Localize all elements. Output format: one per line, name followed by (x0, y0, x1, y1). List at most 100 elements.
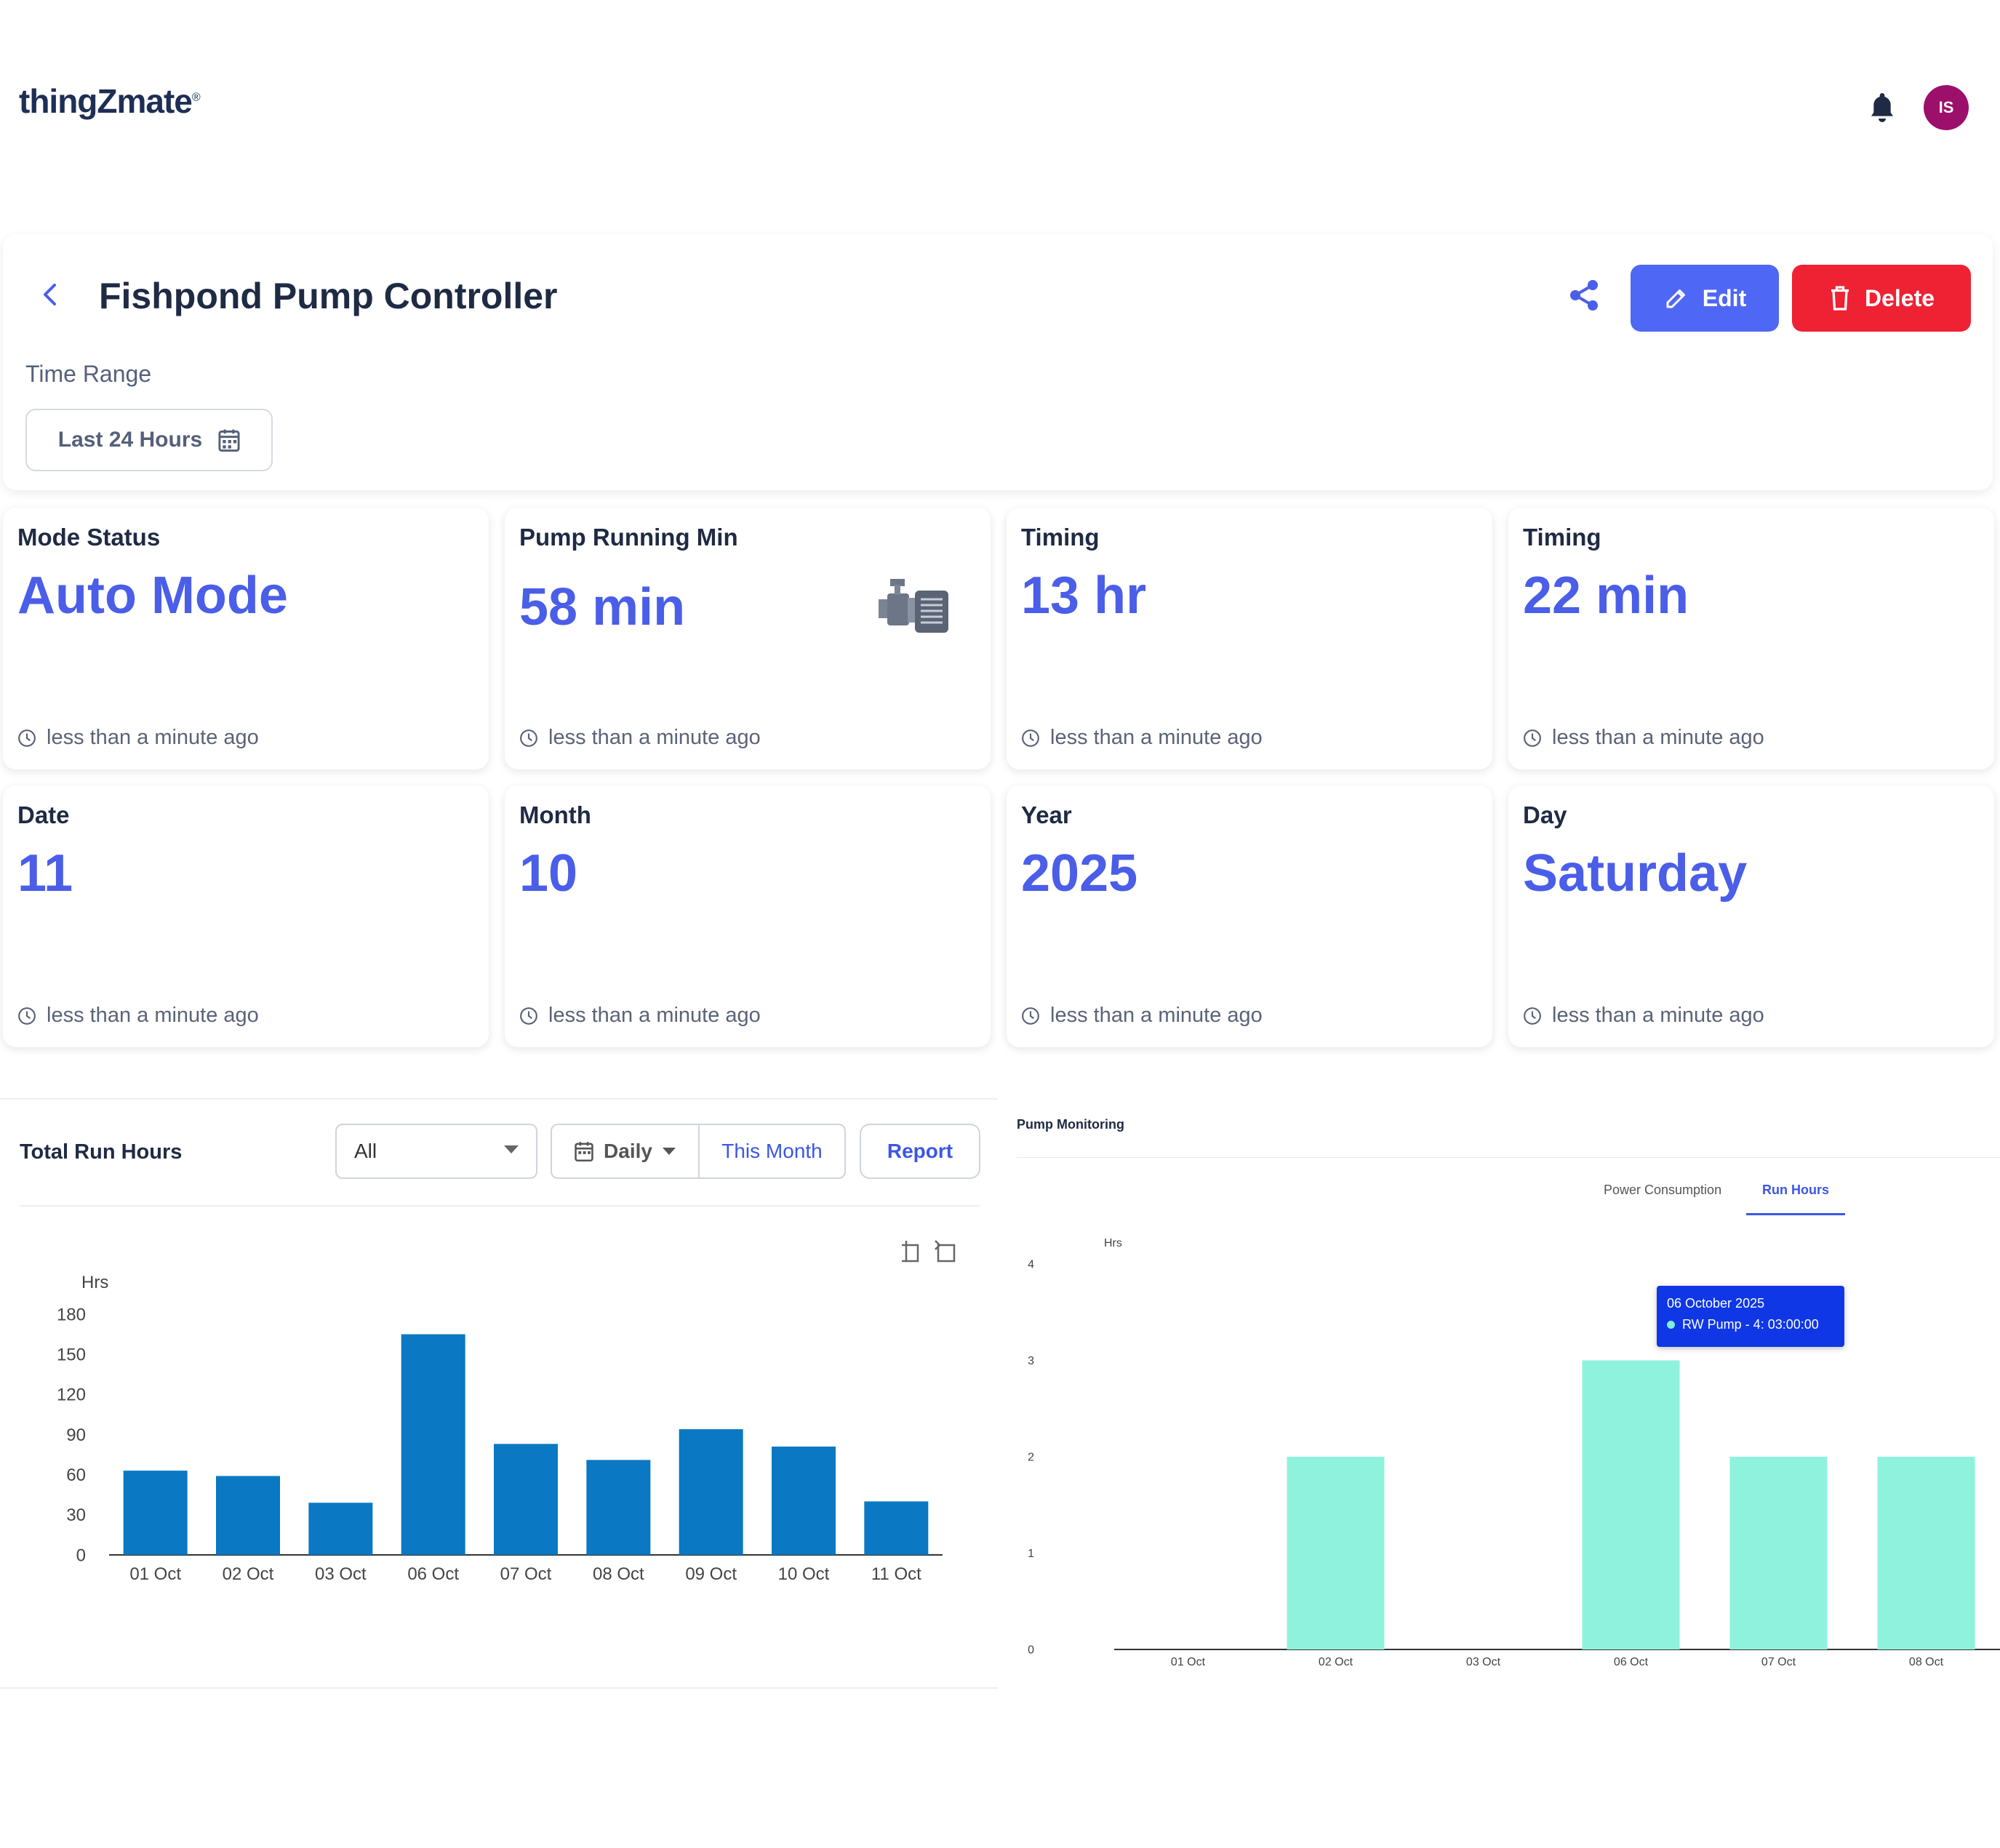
y-tick-label: 0 (76, 1545, 86, 1565)
y-tick-label: 90 (66, 1425, 86, 1445)
card-value: 11 (17, 844, 73, 903)
bar (864, 1501, 929, 1555)
bar (216, 1476, 280, 1555)
timestamp-text: less than a minute ago (548, 726, 761, 749)
widget-card-month[interactable]: Month 10 less than a minute ago (505, 785, 991, 1047)
user-avatar[interactable]: IS (1924, 85, 1969, 130)
x-tick-label: 06 Oct (407, 1564, 459, 1584)
this-month-button[interactable]: This Month (721, 1140, 823, 1162)
timestamp-text: less than a minute ago (1050, 726, 1263, 749)
card-timestamp: less than a minute ago (17, 726, 259, 750)
tab-power-consumption[interactable]: Power Consumption (1604, 1183, 1722, 1197)
clock-icon (18, 1007, 36, 1025)
x-tick-label: 08 Oct (1909, 1656, 1944, 1668)
widget-card-timing-minutes[interactable]: Timing 22 min less than a minute ago (1508, 508, 1994, 769)
card-timestamp: less than a minute ago (519, 726, 761, 750)
time-range-label: Time Range (25, 361, 152, 387)
divider (20, 1205, 980, 1207)
y-tick-label: 3 (1028, 1355, 1034, 1367)
timestamp-text: less than a minute ago (1050, 1004, 1263, 1027)
period-segment: Daily This Month (551, 1124, 846, 1179)
bar (1877, 1457, 1975, 1649)
x-tick-label: 03 Oct (315, 1564, 367, 1584)
widget-card-mode-status[interactable]: Mode Status Auto Mode less than a minute… (3, 508, 489, 769)
card-value: 10 (519, 844, 578, 903)
device-header: Fishpond Pump Controller Edit Delete Tim… (3, 234, 1993, 490)
y-tick-label: 2 (1028, 1452, 1034, 1464)
y-tick-label: 1 (1028, 1548, 1034, 1560)
zoom-area-icon[interactable] (902, 1241, 919, 1263)
y-axis-label: Hrs (81, 1273, 108, 1292)
delete-button[interactable]: Delete (1792, 265, 1971, 332)
trash-icon (1831, 286, 1849, 311)
tab-run-hours[interactable]: Run Hours (1762, 1183, 1829, 1197)
period-daily-dropdown[interactable]: Daily (552, 1125, 700, 1177)
widget-card-day[interactable]: Day Saturday less than a minute ago (1508, 785, 1994, 1047)
tooltip-date: 06 October 2025 (1667, 1296, 1765, 1311)
app-logo[interactable]: thingZmate® (19, 82, 201, 120)
widget-card-timing-hours[interactable]: Timing 13 hr less than a minute ago (1007, 508, 1492, 769)
card-label: Year (1021, 801, 1072, 828)
notification-bell-icon[interactable] (1868, 90, 1897, 125)
clock-icon (1022, 1007, 1039, 1025)
y-tick-label: 150 (57, 1345, 86, 1365)
top-bar: thingZmate® IS (0, 0, 2000, 218)
card-label: Month (519, 801, 591, 828)
pump-filter-select[interactable]: All (335, 1124, 537, 1179)
chart-tooltip: 06 October 2025 RW Pump - 4: 03:00:00 (1657, 1286, 1844, 1347)
time-range-value: Last 24 Hours (57, 428, 203, 452)
card-value: 2025 (1021, 844, 1138, 903)
card-label: Day (1523, 801, 1567, 828)
x-tick-label: 07 Oct (1761, 1656, 1796, 1668)
time-range-picker[interactable]: Last 24 Hours (25, 409, 273, 471)
y-tick-label: 120 (57, 1385, 86, 1405)
card-timestamp: less than a minute ago (1523, 1004, 1764, 1028)
total-run-hours-panel: Total Run Hours All Daily This Month Rep… (0, 1098, 998, 1689)
x-tick-label: 01 Oct (1171, 1656, 1206, 1668)
bar (1287, 1457, 1385, 1649)
x-tick-label: 06 Oct (1614, 1656, 1649, 1668)
x-tick-label: 08 Oct (593, 1564, 644, 1584)
clock-icon (1524, 729, 1541, 747)
x-tick-label: 07 Oct (500, 1564, 552, 1584)
clock-icon (520, 1007, 537, 1025)
card-timestamp: less than a minute ago (1021, 1004, 1263, 1028)
card-label: Pump Running Min (519, 524, 738, 551)
clock-icon (18, 729, 36, 747)
card-timestamp: less than a minute ago (519, 1004, 761, 1028)
share-icon[interactable] (1565, 276, 1603, 314)
card-value: 13 hr (1021, 567, 1147, 625)
y-tick-label: 180 (57, 1305, 86, 1324)
y-tick-label: 0 (1028, 1644, 1034, 1657)
timestamp-text: less than a minute ago (1552, 1004, 1764, 1027)
divider (1017, 1157, 2000, 1158)
card-value: 58 min (519, 578, 686, 636)
y-axis-label: Hrs (1104, 1237, 1122, 1249)
widget-card-date[interactable]: Date 11 less than a minute ago (3, 785, 489, 1047)
zoom-reset-icon[interactable] (935, 1240, 956, 1263)
panel-title: Total Run Hours (20, 1140, 183, 1164)
timestamp-text: less than a minute ago (548, 1004, 761, 1027)
y-tick-label: 60 (66, 1465, 86, 1485)
widget-card-year[interactable]: Year 2025 less than a minute ago (1007, 785, 1492, 1047)
chevron-down-icon (662, 1148, 676, 1155)
run-hours-bar-chart: Hrs 0 30 60 90 120 150 180 01 Oct 02 Oct 03 Oct 06 … (57, 1273, 943, 1584)
x-tick-label: 03 Oct (1466, 1656, 1501, 1668)
pencil-icon (1666, 289, 1685, 308)
edit-button[interactable]: Edit (1631, 265, 1779, 332)
clock-icon (1022, 729, 1039, 747)
x-tick-label: 11 Oct (871, 1564, 921, 1584)
back-arrow-icon[interactable] (32, 276, 68, 313)
widget-card-pump-running-min[interactable]: Pump Running Min 58 min less than a minu… (505, 508, 991, 769)
card-timestamp: less than a minute ago (17, 1004, 259, 1028)
timestamp-text: less than a minute ago (47, 1004, 259, 1027)
edit-button-label: Edit (1702, 284, 1747, 311)
timestamp-text: less than a minute ago (1552, 726, 1764, 749)
report-button[interactable]: Report (860, 1124, 980, 1179)
x-tick-label: 10 Oct (778, 1564, 830, 1584)
card-value: 22 min (1523, 567, 1689, 625)
bar (308, 1503, 373, 1555)
x-tick-label: 09 Oct (685, 1564, 737, 1584)
bar (123, 1471, 188, 1555)
bar (586, 1460, 651, 1555)
